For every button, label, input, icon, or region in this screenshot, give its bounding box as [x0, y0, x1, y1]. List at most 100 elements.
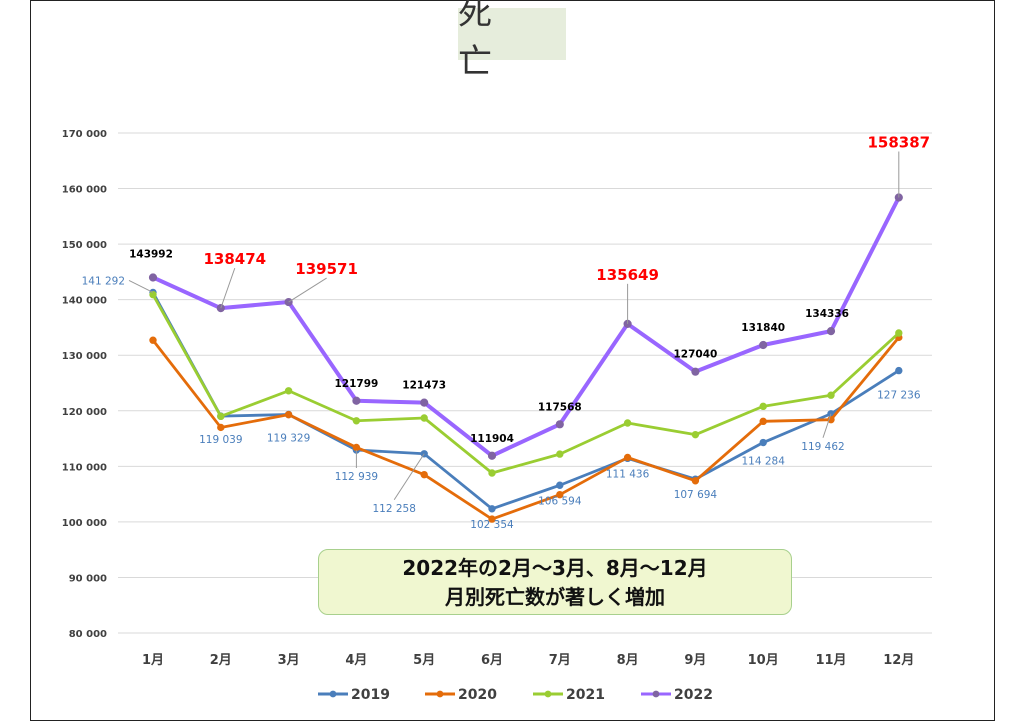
callout-box: 2022年の2月～3月、8月～12月 月別死亡数が著しく増加: [318, 549, 792, 615]
data-point-2020: [149, 336, 157, 344]
leader-line: [288, 277, 327, 303]
data-label-2022: 134336: [805, 308, 849, 320]
data-point-2021: [352, 417, 361, 425]
data-point-2022: [352, 396, 361, 405]
data-label-2022: 139571: [295, 260, 358, 278]
x-tick-label: 2月: [210, 653, 232, 668]
legend-marker-2019: [329, 690, 337, 698]
data-point-2022: [691, 367, 700, 376]
data-label-2022: 111904: [470, 433, 514, 445]
leader-line: [220, 267, 236, 309]
x-tick-label: 1月: [142, 653, 164, 668]
data-label-2022: 131840: [741, 322, 785, 334]
y-tick-label: 80 000: [69, 629, 107, 640]
data-label-2022: 127040: [673, 349, 717, 361]
data-point-2019: [556, 481, 564, 489]
series-lines: [148, 193, 903, 523]
data-label-2019: 127 236: [877, 390, 921, 402]
y-tick-label: 110 000: [62, 462, 107, 473]
callout-line-1: 2022年の2月～3月、8月～12月: [402, 556, 708, 580]
data-point-2020: [420, 470, 428, 479]
data-point-2020: [623, 453, 632, 462]
x-tick-label: 10月: [748, 653, 779, 668]
x-tick-label: 3月: [278, 653, 300, 668]
data-label-2019: 119 462: [801, 441, 844, 453]
series-line-2019: [151, 291, 900, 511]
data-point-2021: [691, 430, 700, 439]
data-point-2021: [217, 412, 225, 421]
x-tick-label: 6月: [481, 653, 503, 668]
data-point-2021: [556, 450, 564, 458]
data-label-2019: 114 284: [741, 456, 785, 468]
x-tick-label: 11月: [815, 653, 846, 668]
data-point-2020: [488, 515, 496, 523]
label-leaders: [128, 151, 900, 501]
legend-label-2019: 2019: [351, 687, 390, 703]
y-tick-label: 160 000: [62, 185, 107, 196]
x-tick-label: 12月: [883, 653, 914, 668]
data-point-2022: [487, 451, 497, 460]
y-axis-ticks: 80 000 90 000 100 000 110 000 120 000 130 000…: [62, 129, 107, 640]
y-tick-label: 170 000: [62, 129, 107, 140]
data-point-2021: [895, 329, 903, 337]
data-point-2022: [420, 398, 429, 407]
series-line-2020: [151, 336, 900, 521]
data-point-2021: [827, 391, 835, 399]
data-point-2021: [420, 414, 428, 422]
data-label-2019: 119 329: [267, 433, 310, 445]
y-tick-label: 90 000: [69, 573, 107, 584]
data-label-2022: 121473: [402, 380, 446, 392]
legend-label-2022: 2022: [674, 687, 713, 703]
data-point-2019: [895, 366, 903, 375]
y-tick-label: 130 000: [62, 351, 107, 362]
legend-marker-2020: [436, 690, 444, 698]
legend-label-2021: 2021: [566, 687, 605, 703]
data-point-2022: [148, 273, 158, 282]
x-axis-ticks: 1月 2月 3月 4月 5月 6月 7月 8月 9月 10月 11月 12月: [142, 653, 914, 668]
data-point-2020: [556, 490, 564, 499]
data-label-2022: 135649: [596, 266, 659, 284]
data-label-2019: 141 292: [82, 275, 125, 287]
series-line-2021: [151, 293, 900, 475]
leader-line: [393, 453, 425, 501]
data-point-2020: [759, 417, 767, 426]
data-label-2022: 121799: [334, 378, 378, 390]
legend-marker-2021: [544, 690, 552, 698]
legend-label-2020: 2020: [458, 687, 497, 703]
leader-line: [822, 413, 832, 438]
data-label-2022: 143992: [129, 248, 173, 260]
series-line-2022: [152, 196, 901, 458]
y-tick-label: 120 000: [62, 407, 107, 418]
data-point-2021: [623, 419, 632, 427]
leader-line: [128, 280, 154, 293]
y-tick-label: 140 000: [62, 296, 107, 307]
data-point-2022: [759, 340, 768, 350]
data-label-2019: 106 594: [538, 495, 582, 507]
data-label-2019: 102 354: [470, 519, 514, 531]
data-point-2020: [217, 423, 225, 432]
data-point-2021: [488, 469, 496, 477]
data-point-2019: [759, 438, 767, 447]
data-point-2020: [352, 443, 361, 452]
data-point-2020: [284, 410, 293, 419]
data-label-2019: 111 436: [606, 468, 650, 480]
data-labels: 143992 138474 139571 121799 121473 111904 1175…: [82, 134, 931, 531]
x-tick-label: 8月: [617, 653, 639, 668]
data-label-2019: 107 694: [674, 489, 718, 501]
callout-line-2: 月別死亡数が著しく増加: [445, 585, 665, 609]
legend: 2019 2020 2021 2022: [318, 687, 713, 703]
data-point-2022: [216, 304, 225, 313]
data-label-2019: 119 039: [199, 434, 242, 446]
gridlines: [118, 132, 932, 634]
data-point-2019: [488, 505, 496, 513]
data-point-2021: [149, 290, 157, 299]
data-point-2021: [284, 387, 293, 395]
data-label-2022: 158387: [867, 134, 930, 152]
data-point-2020: [691, 477, 700, 485]
data-point-2022: [555, 420, 564, 429]
x-tick-label: 9月: [684, 653, 706, 668]
x-tick-label: 7月: [549, 653, 571, 668]
data-label-2019: 112 939: [335, 471, 378, 483]
data-label-2022: 138474: [203, 250, 266, 268]
